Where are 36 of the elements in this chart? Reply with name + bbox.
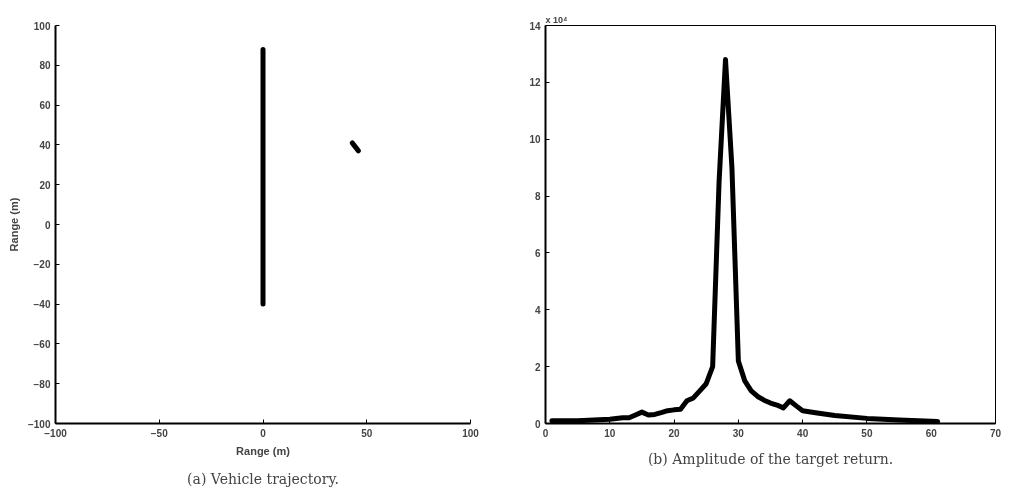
y-tick-label: 4: [534, 304, 541, 316]
x-tick-label: 20: [668, 427, 681, 439]
x-tick-label: 50: [361, 427, 373, 439]
y-tick-label: 100: [33, 20, 51, 32]
y-tick-label: −40: [33, 299, 51, 311]
x-tick-label: 100: [462, 427, 480, 439]
x-tick-label: 50: [861, 427, 873, 439]
y-tick-label: 10: [529, 134, 541, 146]
x-tick-label: 10: [604, 427, 616, 439]
text: x 10⁴: [545, 14, 568, 25]
x-tick-label: −50: [150, 427, 169, 439]
y-tick-label: 40: [39, 139, 51, 151]
text: (a) Vehicle trajectory.: [187, 470, 339, 487]
y-tick-label: 0: [44, 219, 51, 231]
text: (b) Amplitude of the target return.: [647, 450, 894, 467]
y-tick-label: −60: [33, 338, 51, 350]
x-tick-label: 70: [989, 427, 1002, 439]
x-tick-label: 40: [797, 427, 809, 439]
y-tick-label: 2: [534, 361, 541, 373]
y-tick-label: −20: [33, 259, 51, 271]
x-axis-title: Range (m): [236, 444, 291, 457]
x-tick-label: 30: [732, 427, 745, 439]
y-tick-label: 60: [39, 100, 51, 112]
y-tick-label: 8: [534, 191, 541, 203]
y-tick-label: 0: [534, 418, 541, 430]
y-tick-label: −100: [27, 418, 51, 430]
y-axis-title: Range (m): [7, 197, 20, 252]
y-tick-label: 12: [529, 77, 541, 89]
x-tick-label: 0: [260, 427, 267, 439]
y-tick-label: 14: [529, 20, 541, 32]
y-tick-label: 6: [534, 247, 541, 259]
y-tick-label: −80: [33, 378, 51, 390]
y-tick-label: 80: [39, 60, 51, 72]
x-tick-label: 0: [542, 427, 549, 439]
x-tick-label: 60: [925, 427, 938, 439]
y-tick-label: 20: [39, 179, 51, 191]
